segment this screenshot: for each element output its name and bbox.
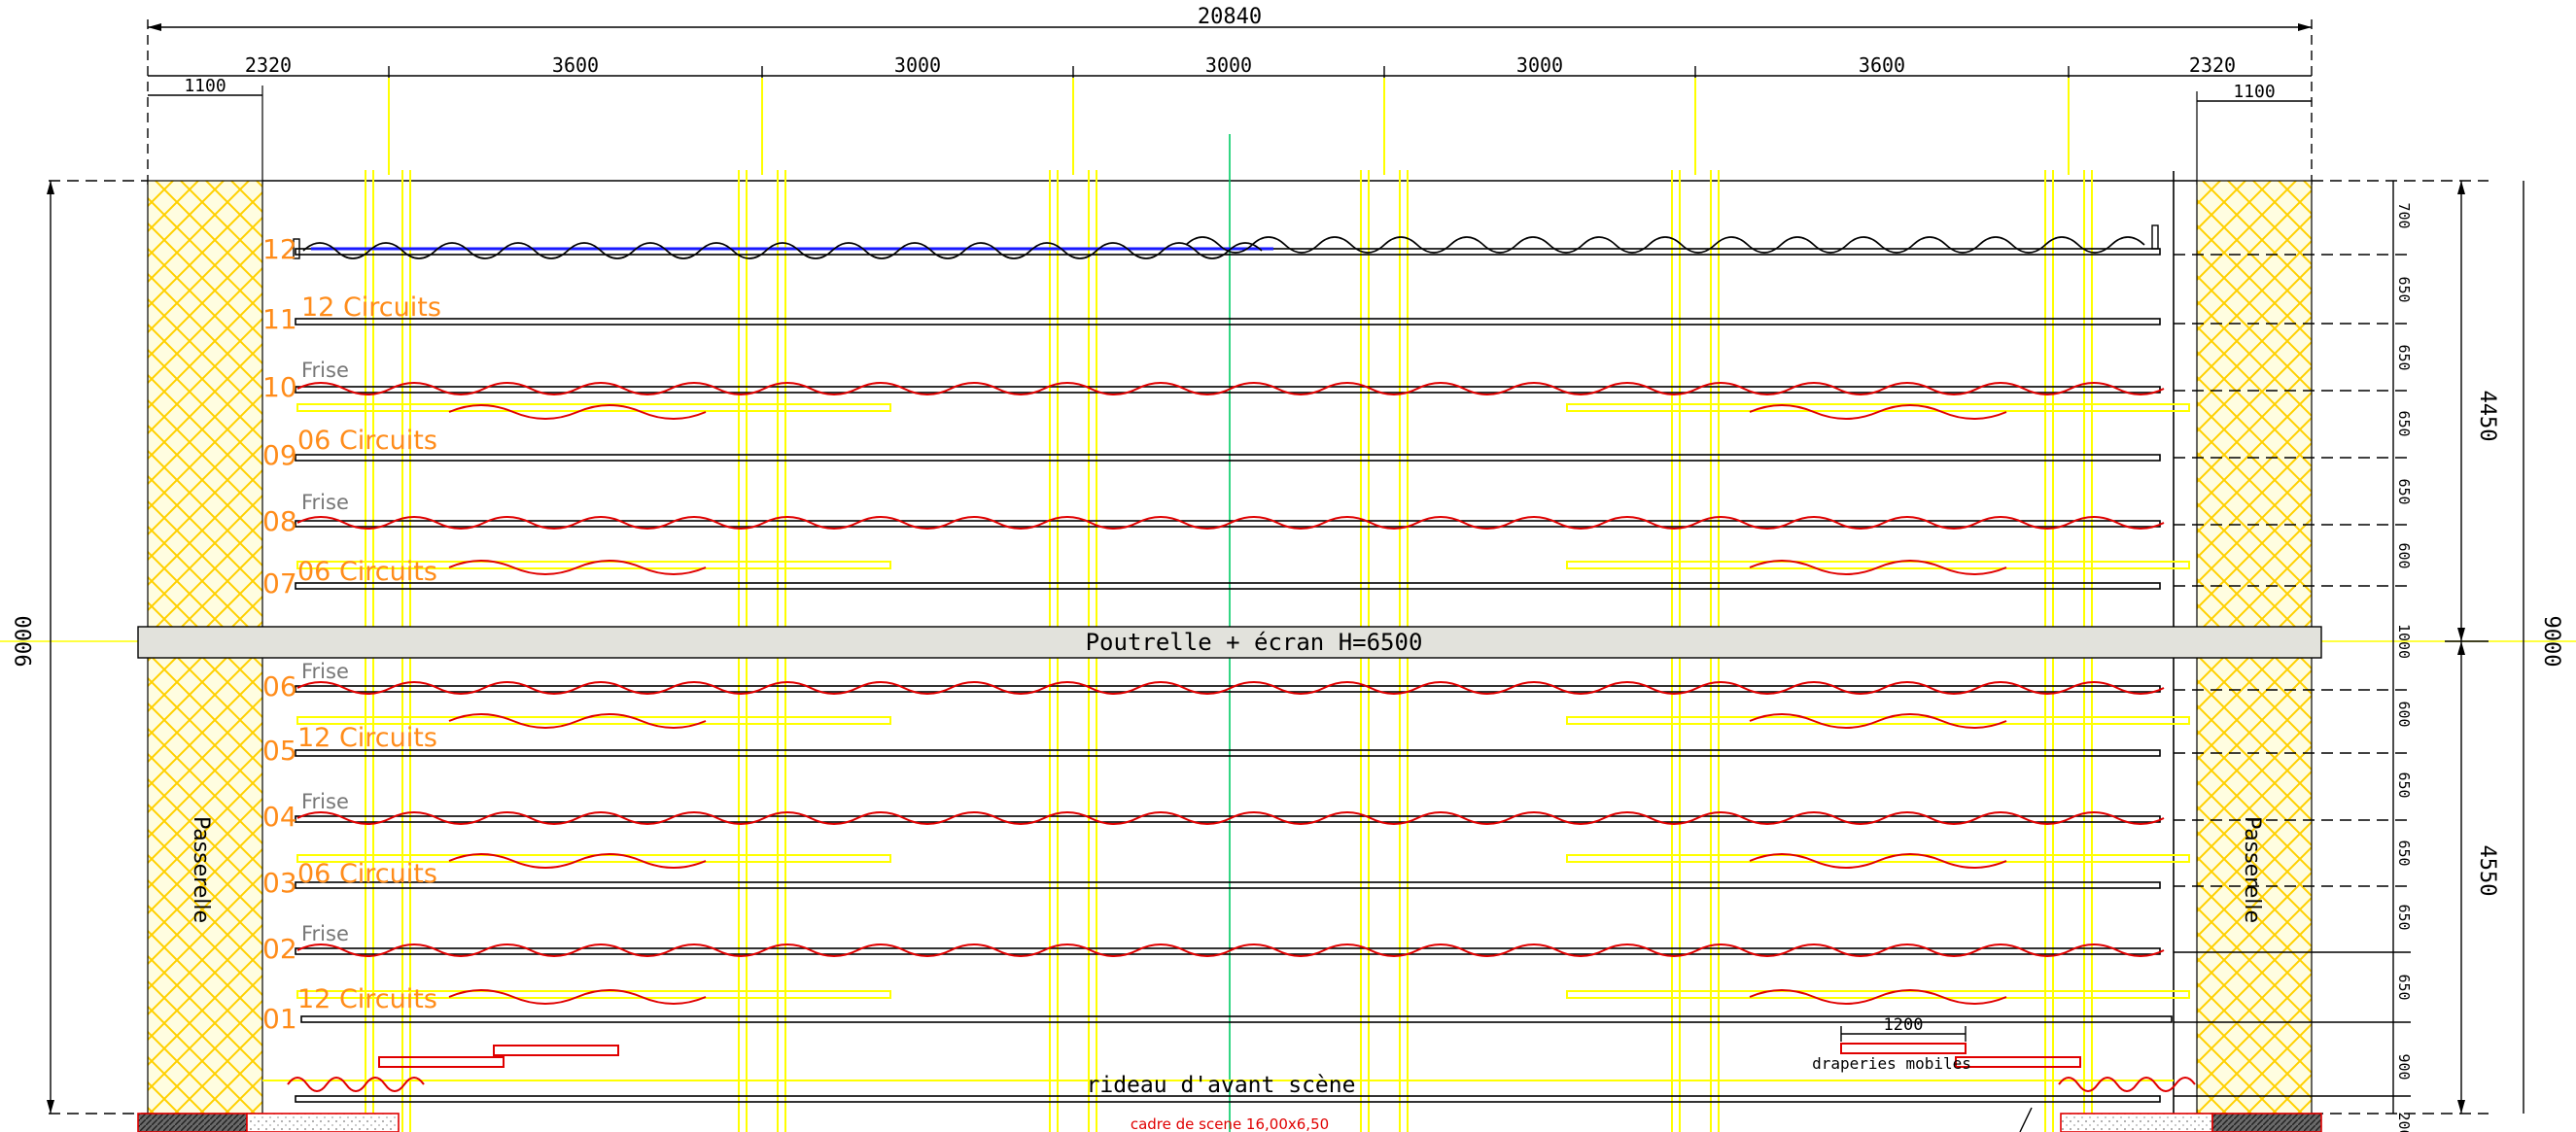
spacing-1000: 1000 [2395,624,2413,659]
border-tracks [262,403,2190,1081]
spacing-650-b: 650 [2395,344,2413,370]
dim-bay-1: 3600 [552,53,599,77]
bar-number-06: 06 [262,670,297,703]
bars [295,248,2173,1103]
spacing-650-a: 650 [2395,276,2413,302]
dim-upper-half: 4450 [2475,391,2499,442]
spacing-dimension-chain: 700 650 650 650 650 600 1000 600 650 650… [2174,181,2413,1132]
frise-label-bar-06: Frise [301,660,349,683]
dim-bay-2: 3000 [894,53,941,77]
spacing-650-h: 650 [2395,974,2413,1000]
frise-label-bar-04: Frise [301,790,349,813]
beam-screen [137,626,2322,659]
bar-number-09: 09 [262,439,297,471]
frise-label-bar-08: Frise [301,491,349,514]
circuits-label-bar-07: 06 Circuits [297,557,437,587]
half-height-dimension: 4450 4550 [2445,181,2499,1114]
passerelle-left-label: Passerelle [189,816,213,923]
dim-left-total-height: 9000 [13,616,37,668]
dim-bay-4: 3000 [1516,53,1563,77]
dimension-top-total: 20840 [147,5,2313,185]
dim-bay-3: 3000 [1205,53,1252,77]
spacing-650-g: 650 [2395,904,2413,930]
circuits-label-bar-05: 12 Circuits [297,723,437,753]
dim-left-outer: 2320 [245,53,292,77]
spacing-700: 700 [2395,202,2413,228]
bar-number-08: 08 [262,505,297,537]
bar-number-01: 01 [262,1003,297,1035]
downstage-masking-rects [378,1043,2081,1068]
spacing-650-d: 650 [2395,478,2413,504]
dim-left-inner: 1100 [184,76,226,96]
spacing-650-c: 650 [2395,410,2413,436]
backdrop-curtain [293,224,2159,259]
border-curtains [448,404,2007,1005]
dim-total-label: 20840 [1198,5,1262,29]
bar-number-04: 04 [262,801,297,833]
mobile-drapery-label: draperies mobiles [1812,1054,1971,1073]
spacing-200: 200 [2395,1112,2413,1132]
dim-right-inner: 1100 [2233,82,2275,102]
dimension-passerelle-widths: 1100 1100 [148,76,2312,185]
front-curtain-label: rideau d'avant scène [1087,1073,1356,1098]
total-height-dimensions: 9000 9000 [13,181,2563,1114]
depth-reference-lines [49,180,2489,1115]
front-curtain: rideau d'avant scène [287,1073,2196,1098]
dim-bay-5: 3600 [1859,53,1905,77]
mobile-drapery-dimension: 1200 draperies mobiles [1812,1015,1971,1073]
circuits-label-bar-09: 06 Circuits [297,426,437,456]
bar-number-11: 11 [262,303,297,335]
truss-vertical-lines [365,78,2093,1132]
bar-number-03: 03 [262,867,297,899]
beam-label: Poutrelle + écran H=6500 [1086,629,1423,656]
proscenium-frame: cadre de scene 16,00x6,50 [137,1107,2322,1132]
frise-label-bar-10: Frise [301,359,349,382]
bar-number-12: 12 [262,233,297,265]
dim-right-outer: 2320 [2189,53,2236,77]
circuits-label-bar-11: 12 Circuits [301,292,441,323]
bar-number-07: 07 [262,567,297,600]
frise-curtains [296,382,2165,957]
spacing-650-f: 650 [2395,840,2413,866]
bar-number-10: 10 [262,371,297,403]
circuits-label-bar-03: 06 Circuits [297,859,437,889]
proscenium-label: cadre de scene 16,00x6,50 [1131,1115,1329,1132]
dimension-bays: 2320 3600 3000 3000 3000 3600 2320 [148,53,2312,86]
dim-lower-half: 4550 [2475,845,2499,897]
spacing-600-b: 600 [2395,701,2413,727]
spacing-600-a: 600 [2395,542,2413,568]
frise-label-bar-02: Frise [301,922,349,945]
spacing-650-e: 650 [2395,772,2413,798]
spacing-900: 900 [2395,1053,2413,1080]
mobile-width-label: 1200 [1884,1015,1924,1035]
bar-number-02: 02 [262,933,297,965]
dim-right-total-height: 9000 [2539,616,2563,668]
circuits-label-bar-01: 12 Circuits [297,984,437,1014]
bar-number-05: 05 [262,735,297,767]
passerelle-right-label: Passerelle [2240,816,2264,923]
